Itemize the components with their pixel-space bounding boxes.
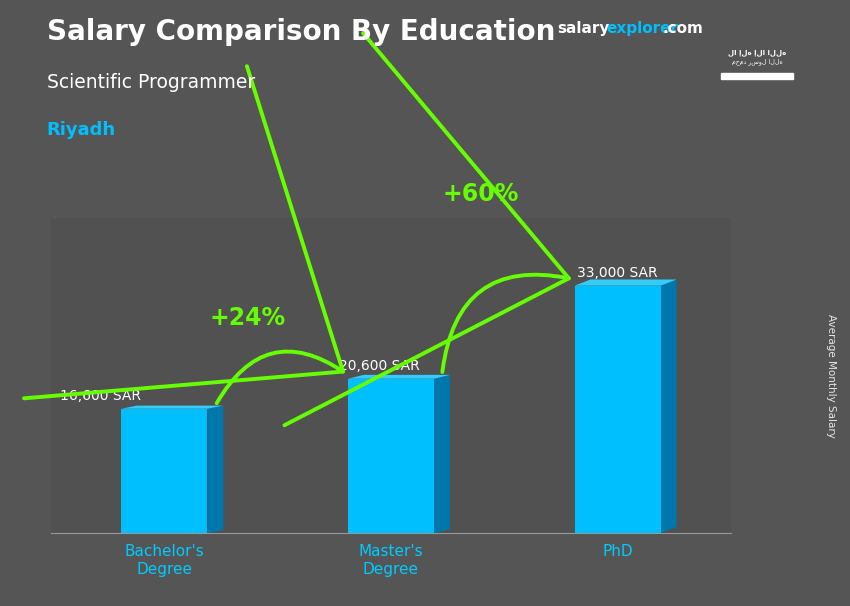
Text: Average Monthly Salary: Average Monthly Salary [826,314,836,438]
Text: salary: salary [557,21,609,36]
Bar [721,73,792,79]
Text: Riyadh: Riyadh [47,121,116,139]
FancyArrowPatch shape [285,33,569,425]
Polygon shape [348,375,450,379]
Text: لا إله إلا الله: لا إله إلا الله [728,50,786,56]
Text: محمد رسول الله: محمد رسول الله [732,59,782,65]
Text: explorer: explorer [606,21,678,36]
Polygon shape [575,279,677,285]
Text: +24%: +24% [210,306,286,330]
FancyArrowPatch shape [24,66,343,403]
Polygon shape [122,405,224,408]
Bar [575,285,660,533]
Bar [122,408,207,533]
Bar [348,379,434,533]
Polygon shape [660,279,677,533]
Polygon shape [434,375,450,533]
Text: .com: .com [663,21,704,36]
Text: 16,600 SAR: 16,600 SAR [60,390,141,404]
Text: Scientific Programmer: Scientific Programmer [47,73,255,92]
Text: Salary Comparison By Education: Salary Comparison By Education [47,18,555,46]
Text: 33,000 SAR: 33,000 SAR [577,267,658,281]
Polygon shape [207,405,224,533]
Text: +60%: +60% [443,182,519,206]
Text: 20,600 SAR: 20,600 SAR [339,359,420,373]
